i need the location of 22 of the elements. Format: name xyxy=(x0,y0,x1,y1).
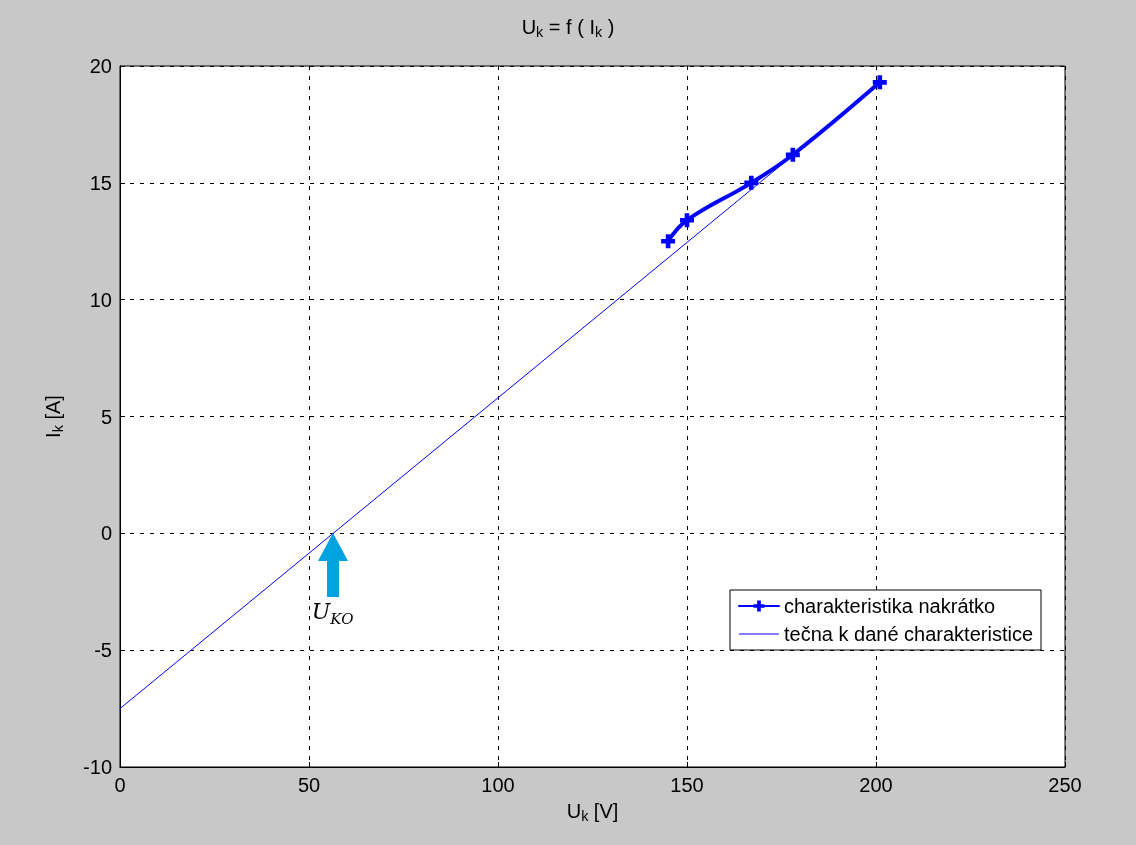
point xyxy=(661,234,676,249)
legend-label: tečna k dané charakteristice xyxy=(783,623,1034,645)
y-tick-label: -10 xyxy=(83,756,112,778)
point xyxy=(785,147,800,162)
x-tick-label: 0 xyxy=(114,774,126,796)
point xyxy=(680,213,694,228)
x-tick-label: 200 xyxy=(859,774,893,796)
x-tick-label: 250 xyxy=(1048,774,1082,796)
x-tick-label: 100 xyxy=(481,774,515,796)
y-axis-title: Ik [A] xyxy=(42,395,66,438)
legend-label: charakteristika nakrátko xyxy=(783,595,996,617)
y-tick-label: 5 xyxy=(100,405,112,428)
y-tick-label: 10 xyxy=(89,288,112,311)
y-tick-label: 20 xyxy=(89,55,112,77)
annotation: U$_{KO}$ xyxy=(311,599,354,629)
x-tick-label: 50 xyxy=(297,774,321,796)
point xyxy=(744,175,759,190)
point xyxy=(872,75,887,90)
x-tick-label: 150 xyxy=(670,774,704,796)
y-tick-label: 15 xyxy=(89,171,112,194)
y-tick-label: -5 xyxy=(94,639,112,662)
y-tick-label: 0 xyxy=(100,522,112,545)
